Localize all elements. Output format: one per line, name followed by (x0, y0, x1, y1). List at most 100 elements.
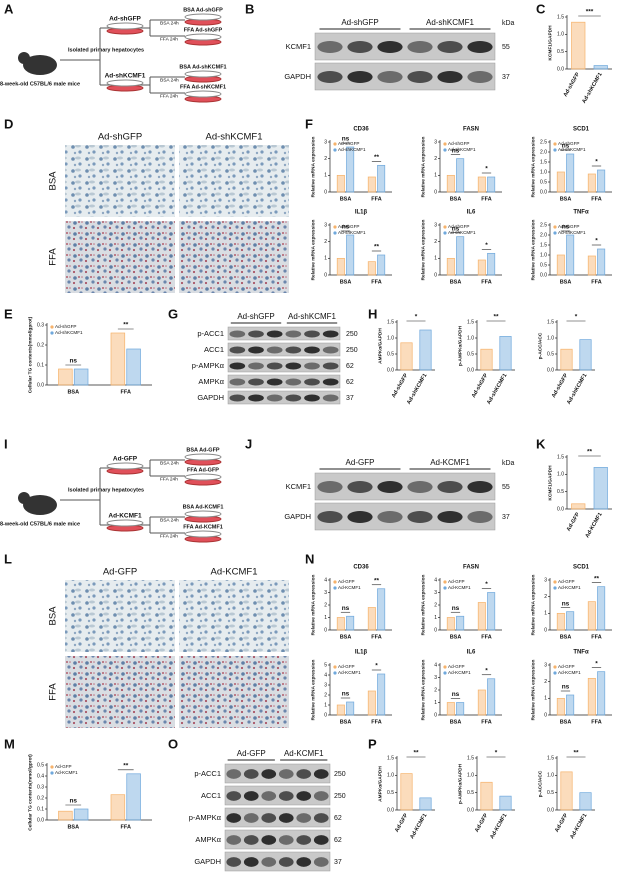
y-tick-label: 1 (434, 700, 437, 706)
blot-band (317, 71, 343, 83)
y-tick-label: 0.5 (467, 351, 474, 357)
column-label: Ad-KCMF1 (211, 567, 258, 578)
panel-letter: M (4, 736, 15, 751)
y-tick-label: 0 (434, 712, 437, 718)
legend-marker (553, 148, 557, 152)
mouse-head (18, 52, 30, 64)
panel-letter: F (305, 116, 313, 131)
bar (571, 503, 586, 510)
y-tick-label: 2 (324, 239, 327, 245)
y-tick-label: 0.0 (467, 367, 474, 373)
dish-top (184, 530, 222, 538)
group-label: Ad-GFP (346, 458, 375, 467)
y-axis-label: p-AMPKα/GAPDH (457, 763, 463, 804)
significance-label: * (595, 159, 598, 166)
y-tick-label: 0 (434, 272, 437, 278)
y-axis-label: KCMF1/GAPDH (547, 465, 553, 501)
bar (400, 773, 413, 811)
treatment-label: BSA 24h (160, 20, 179, 26)
bar (587, 677, 596, 716)
x-tick-label: FFA (371, 279, 381, 285)
x-tick-label: Ad-KCMF1 (569, 813, 588, 840)
bar (477, 689, 486, 716)
blot-band (248, 346, 264, 354)
legend-marker (443, 142, 447, 146)
bar (566, 153, 575, 193)
dish-top (184, 13, 222, 21)
blot-band (377, 481, 403, 493)
bar (419, 797, 432, 811)
y-tick-label: 2 (324, 156, 327, 162)
blot-band (407, 481, 433, 493)
blot-band (266, 330, 283, 338)
bar (346, 146, 355, 193)
significance-label: ns (562, 600, 570, 607)
kda-label: 250 (334, 793, 346, 800)
bar (477, 176, 486, 193)
blot-band (229, 378, 246, 386)
y-tick-label: 1.5 (547, 319, 554, 325)
significance-label: ** (594, 575, 600, 582)
blot-band (248, 330, 264, 338)
y-tick-label: 4 (324, 672, 327, 678)
blot-band (304, 378, 320, 386)
group-label: Ad-shKCMF1 (288, 312, 337, 321)
panel-letter: D (4, 116, 13, 131)
y-tick-label: 3 (324, 590, 327, 596)
bar (446, 617, 455, 631)
y-axis-label: AMPKα/GAPDH (377, 328, 383, 364)
y-tick-label: 1 (434, 256, 437, 262)
blot-band (322, 330, 339, 338)
x-tick-label: Ad-shKCMF1 (406, 373, 428, 406)
bar (579, 792, 592, 811)
legend-label: Ad-shKCMF1 (338, 230, 366, 235)
blot-band (296, 857, 312, 867)
y-tick-label: 0.5 (547, 790, 554, 796)
kda-label: 250 (346, 331, 358, 338)
protein-label: GAPDH (284, 512, 311, 521)
bar (456, 615, 465, 631)
group-label: Ad-KCMF1 (284, 749, 324, 758)
blot-band (317, 511, 343, 523)
y-tick-label: 0.0 (37, 382, 44, 388)
chart-title: TNFα (573, 210, 589, 216)
y-tick-label: 5 (324, 662, 327, 668)
blot-band (437, 511, 463, 523)
blot-band (226, 791, 242, 801)
blot-band (266, 378, 283, 386)
x-tick-label: BSA (560, 196, 572, 202)
protein-label: KCMF1 (286, 42, 311, 51)
x-tick-label: BSA (340, 719, 352, 725)
y-tick-label: 0.5 (467, 790, 474, 796)
bar (499, 795, 512, 811)
y-tick-label: 0 (544, 627, 547, 633)
schematic-text: 8-week-old C57BL/6 male mice (0, 521, 80, 527)
legend-label: Ad-shGFP (338, 224, 359, 229)
y-tick-label: 2 (324, 692, 327, 698)
legend-marker (553, 665, 557, 669)
y-tick-label: 0 (324, 712, 327, 718)
blot-band (261, 813, 277, 823)
bar (377, 673, 386, 716)
y-tick-label: 1 (324, 702, 327, 708)
y-tick-label: 1.0 (540, 252, 547, 258)
bar (477, 602, 486, 631)
bar (556, 171, 565, 193)
y-tick-label: 1.5 (387, 755, 394, 761)
y-tick-label: 0.5 (37, 762, 44, 768)
bar (597, 586, 606, 631)
x-tick-label: FFA (481, 634, 491, 640)
micrograph (179, 145, 289, 217)
bar (367, 607, 376, 631)
blot-band (261, 769, 277, 779)
virus-label: Ad-KCMF1 (108, 513, 142, 520)
kda-label: 250 (334, 771, 346, 778)
blot-band (317, 481, 343, 493)
blot-band (467, 511, 493, 523)
x-tick-label: BSA (340, 279, 352, 285)
kda-label: 62 (334, 815, 342, 822)
schematic-text: Isolated primary hepatocytes (68, 487, 144, 493)
x-tick-label: Ad-GFP (394, 812, 410, 833)
y-axis-label: p-ACC/ACC (537, 770, 543, 797)
virus-label: Ad-GFP (113, 456, 138, 463)
